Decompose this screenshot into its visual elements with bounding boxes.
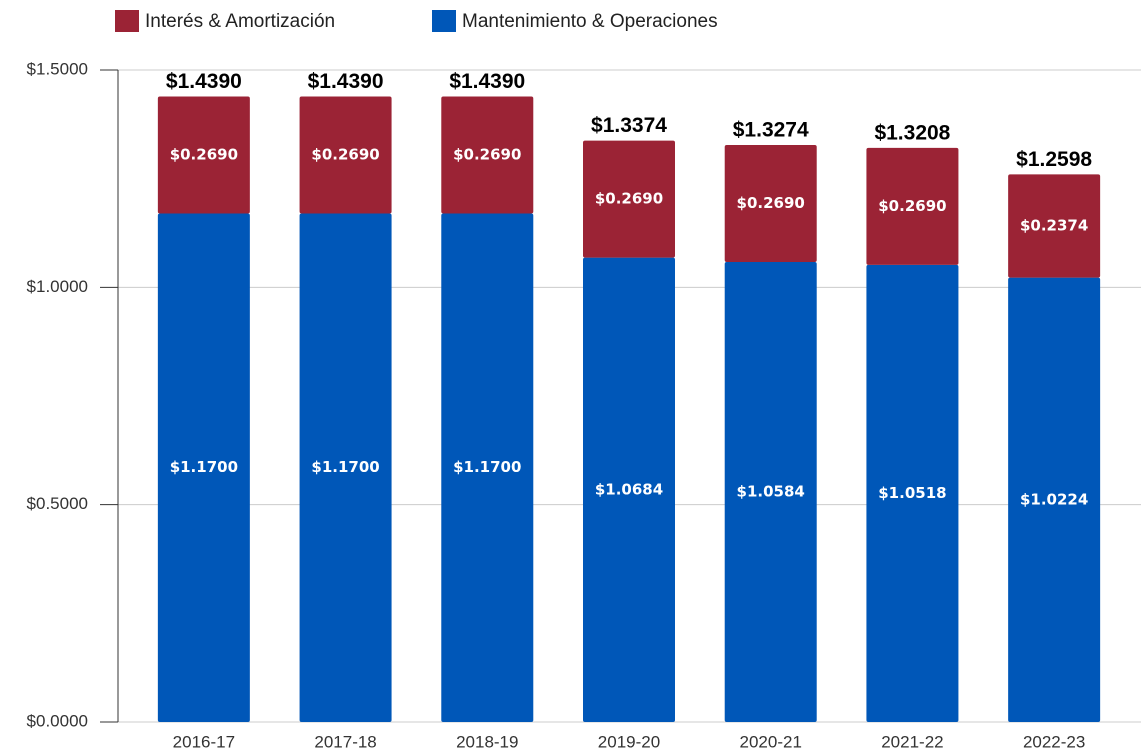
segment-label: $0.2690 [170,145,238,163]
bar-segment [1008,174,1101,278]
segment-label: $0.2690 [311,145,379,163]
bar-segment [866,147,959,265]
bar-segment [583,257,675,722]
total-label: $1.4390 [308,70,384,93]
bar-segment [724,261,817,722]
x-tick-label: 2021-22 [881,732,943,751]
bar-segment [583,140,675,258]
segment-label: $0.2374 [1020,217,1088,235]
x-tick-label: 2016-17 [173,732,235,751]
x-tick-label: 2018-19 [456,732,518,751]
legend-label: Mantenimiento & Operaciones [462,11,718,32]
y-tick-label: $0.0000 [27,711,88,730]
bar-segment [724,145,817,262]
bar-segment [866,264,959,722]
bar-segment [157,96,250,214]
segment-label: $1.1700 [170,458,238,476]
segment-label: $0.2690 [878,197,946,215]
y-tick-label: $1.0000 [27,277,88,296]
bar-segment [299,96,392,214]
y-tick-label: $1.5000 [27,59,88,78]
segment-label: $0.2690 [595,190,663,208]
x-tick-label: 2022-23 [1023,732,1085,751]
bar-segment [157,213,250,722]
total-label: $1.3374 [591,114,667,137]
segment-label: $0.2690 [737,194,805,212]
bar-segment [299,213,392,722]
segment-label: $1.1700 [311,458,379,476]
bar-segment [441,213,534,722]
segment-label: $0.2690 [453,145,521,163]
bar-segment [441,96,534,214]
total-label: $1.2598 [1016,148,1092,171]
segment-label: $1.1700 [453,458,521,476]
segment-label: $1.0224 [1020,490,1088,508]
segment-label: $1.0518 [878,484,946,502]
total-label: $1.3274 [733,119,809,142]
x-tick-label: 2020-21 [740,732,802,751]
y-tick-label: $0.5000 [27,494,88,513]
x-tick-label: 2017-18 [314,732,376,751]
bar-segment [1008,277,1101,722]
total-label: $1.4390 [166,70,242,93]
legend-swatch [432,10,456,32]
segment-label: $1.0584 [737,482,805,500]
total-label: $1.4390 [449,70,525,93]
segment-label: $1.0684 [595,480,663,498]
x-tick-label: 2019-20 [598,732,660,751]
legend-swatch [115,10,139,32]
legend-label: Interés & Amortización [145,11,335,32]
total-label: $1.3208 [874,121,950,144]
